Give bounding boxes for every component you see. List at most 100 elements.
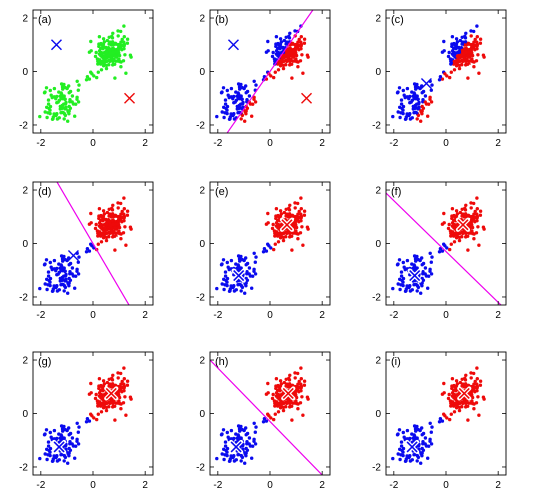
- data-point: [423, 266, 428, 270]
- data-point: [109, 397, 113, 401]
- data-point: [298, 401, 303, 405]
- data-point: [66, 119, 70, 123]
- data-point: [287, 208, 292, 212]
- data-point: [287, 378, 292, 382]
- data-point: [75, 421, 79, 425]
- data-point: [251, 444, 255, 448]
- data-point: [454, 64, 459, 68]
- data-point: [102, 58, 106, 62]
- data-point: [288, 63, 292, 67]
- data-point: [46, 283, 50, 287]
- data-point: [240, 285, 245, 290]
- data-point: [415, 283, 419, 287]
- data-point: [111, 222, 115, 226]
- data-point: [440, 50, 445, 54]
- data-point: [122, 212, 126, 216]
- data-point: [63, 455, 68, 460]
- data-point: [101, 61, 106, 65]
- data-point: [254, 425, 258, 429]
- x-tick-label: -2: [213, 138, 222, 149]
- data-point: [427, 102, 431, 106]
- data-point: [110, 208, 115, 212]
- data-point: [299, 35, 303, 39]
- y-tick-label: -2: [372, 292, 381, 303]
- data-point: [449, 231, 453, 235]
- data-point: [273, 234, 277, 238]
- data-point: [106, 218, 111, 222]
- data-point: [239, 117, 243, 121]
- data-point: [391, 114, 395, 119]
- data-point: [288, 405, 292, 409]
- x-tick-label: 0: [90, 480, 96, 489]
- data-point: [45, 287, 49, 292]
- data-point: [66, 452, 70, 456]
- data-point: [474, 401, 479, 405]
- data-point: [264, 222, 269, 226]
- data-point: [113, 383, 118, 387]
- data-point: [457, 238, 462, 243]
- data-point: [273, 242, 277, 246]
- data-point: [121, 401, 126, 405]
- data-point: [226, 265, 230, 269]
- data-point: [396, 452, 400, 456]
- data-point: [454, 406, 459, 410]
- data-point: [399, 98, 404, 102]
- data-point: [397, 258, 402, 262]
- data-point: [447, 222, 451, 227]
- data-point: [107, 377, 111, 381]
- data-point: [264, 249, 269, 253]
- data-point: [101, 403, 106, 407]
- data-point: [244, 433, 248, 437]
- centroid-marker-1: [51, 439, 67, 455]
- decision-boundary-line: [386, 192, 502, 305]
- data-point: [466, 418, 470, 422]
- data-point: [452, 54, 456, 58]
- data-point: [229, 112, 233, 116]
- data-point: [454, 233, 458, 237]
- data-point: [44, 258, 49, 262]
- data-point: [62, 289, 66, 293]
- data-point: [68, 106, 73, 111]
- data-point: [244, 91, 248, 95]
- data-point: [290, 213, 295, 217]
- data-point: [301, 71, 305, 75]
- data-point: [457, 231, 462, 236]
- data-point: [220, 452, 224, 456]
- data-point: [87, 222, 92, 226]
- data-point: [236, 96, 240, 100]
- data-point: [247, 266, 252, 270]
- data-point: [272, 417, 276, 422]
- data-point: [65, 428, 69, 433]
- data-point: [70, 94, 75, 98]
- data-point: [276, 223, 280, 227]
- x-tick-label: 0: [267, 138, 273, 149]
- data-point: [272, 75, 276, 80]
- data-point: [281, 231, 286, 236]
- data-point: [286, 400, 290, 404]
- data-point: [466, 248, 470, 252]
- data-point: [448, 247, 452, 252]
- data-point: [122, 24, 126, 28]
- data-point: [437, 420, 442, 424]
- data-point: [416, 285, 421, 290]
- data-point: [463, 208, 468, 212]
- data-point: [299, 366, 303, 370]
- data-point: [402, 435, 406, 439]
- data-point: [449, 234, 453, 238]
- data-point: [478, 213, 483, 217]
- centroid-marker-2: [107, 225, 119, 237]
- y-tick-label: -2: [19, 120, 28, 131]
- data-point: [247, 94, 252, 98]
- data-point: [288, 31, 292, 35]
- data-point: [95, 417, 99, 422]
- x-tick-label: 2: [495, 310, 501, 321]
- data-point: [67, 433, 71, 437]
- data-point: [85, 75, 90, 79]
- centroid-marker-2: [457, 386, 472, 401]
- data-point: [475, 212, 479, 216]
- data-point: [116, 371, 120, 375]
- data-point: [415, 459, 419, 463]
- data-point: [284, 377, 288, 381]
- data-point: [101, 64, 106, 68]
- data-point: [66, 461, 70, 465]
